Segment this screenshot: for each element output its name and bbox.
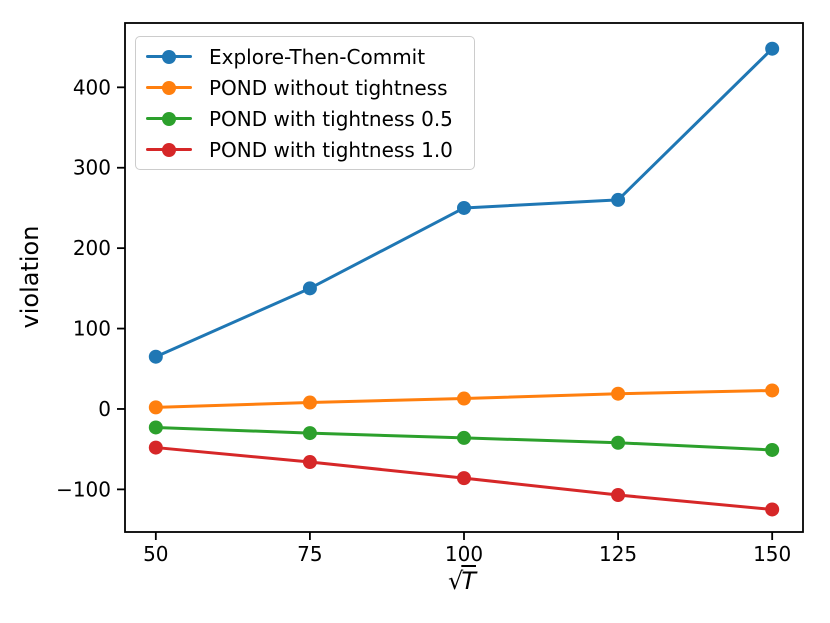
series-marker-0 [148, 349, 163, 364]
series-marker-1 [765, 383, 780, 398]
x-tick-label: 125 [599, 542, 637, 566]
series-marker-3 [302, 455, 317, 470]
x-axis-label-variable: T [461, 567, 476, 595]
y-tick-label: 200 [73, 236, 111, 260]
series-marker-2 [148, 420, 163, 435]
x-axis-label: √T [448, 567, 478, 595]
legend-marker-dot-icon [162, 142, 176, 157]
legend: Explore-Then-Commit POND without tightnes… [135, 36, 475, 170]
x-tick-label: 150 [753, 542, 791, 566]
y-tick-label: 0 [98, 397, 111, 421]
legend-label: POND with tightness 1.0 [209, 137, 453, 162]
series-marker-1 [302, 395, 317, 410]
series-marker-2 [302, 426, 317, 441]
legend-line-marker-icon [146, 49, 192, 64]
series-marker-3 [148, 440, 163, 455]
legend-line-marker-icon [146, 80, 192, 95]
x-tick-label: 50 [143, 542, 168, 566]
x-tick-label: 75 [297, 542, 322, 566]
series-marker-0 [611, 192, 626, 207]
series-marker-1 [148, 400, 163, 415]
y-axis-label: violation [16, 225, 44, 329]
legend-marker-dot-icon [162, 49, 176, 64]
legend-label: POND with tightness 0.5 [209, 106, 453, 131]
series-marker-3 [611, 488, 626, 503]
series-marker-3 [457, 471, 471, 486]
legend-item-1: POND without tightness [146, 72, 464, 103]
sqrt-symbol: √ [448, 567, 464, 595]
x-tick-label: 100 [445, 542, 483, 566]
series-marker-1 [457, 391, 471, 406]
series-marker-2 [765, 442, 780, 457]
series-marker-3 [765, 502, 780, 517]
legend-marker-dot-icon [162, 80, 176, 95]
series-marker-2 [611, 435, 626, 450]
legend-item-3: POND with tightness 1.0 [146, 134, 464, 165]
series-marker-0 [457, 200, 471, 215]
y-tick-label: 100 [73, 317, 111, 341]
series-marker-0 [302, 281, 317, 296]
legend-marker-dot-icon [162, 111, 176, 126]
series-marker-2 [457, 430, 471, 445]
y-tick-label: −100 [56, 477, 111, 501]
y-tick-label: 400 [73, 75, 111, 99]
series-marker-1 [611, 386, 626, 401]
legend-line-marker-icon [146, 142, 192, 157]
y-tick-label: 300 [73, 156, 111, 180]
legend-label: POND without tightness [209, 75, 448, 100]
legend-item-2: POND with tightness 0.5 [146, 103, 464, 134]
legend-label: Explore-Then-Commit [209, 44, 426, 69]
legend-item-0: Explore-Then-Commit [146, 41, 464, 72]
series-marker-0 [765, 41, 780, 56]
legend-line-marker-icon [146, 111, 192, 126]
